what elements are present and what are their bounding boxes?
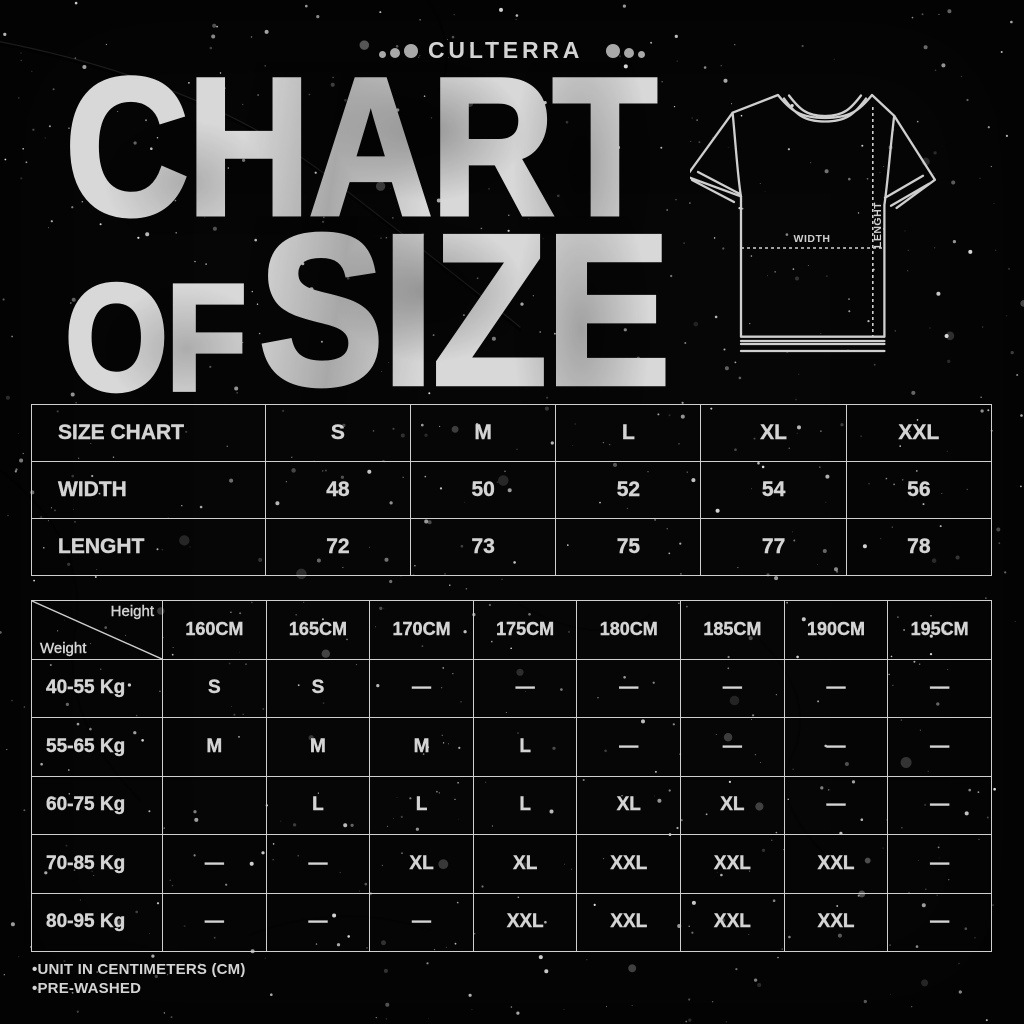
svg-text:WIDTH: WIDTH bbox=[794, 233, 831, 245]
svg-text:LENGHT: LENGHT bbox=[872, 202, 884, 248]
